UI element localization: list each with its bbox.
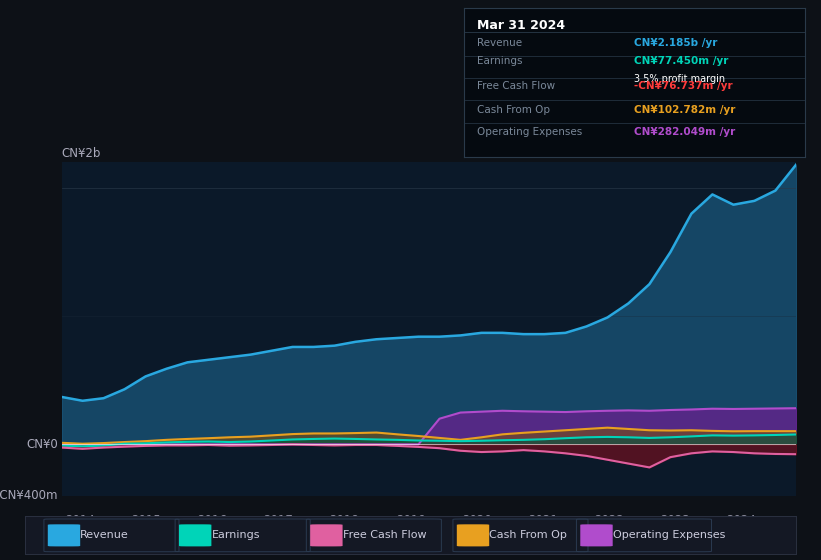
Text: 2023: 2023 [660,514,690,527]
Text: Operating Expenses: Operating Expenses [612,530,725,540]
Text: 2020: 2020 [462,514,492,527]
Text: -CN¥76.737m /yr: -CN¥76.737m /yr [635,81,733,91]
Text: CN¥102.782m /yr: CN¥102.782m /yr [635,105,736,115]
FancyBboxPatch shape [580,524,612,547]
FancyBboxPatch shape [310,524,342,547]
Text: Free Cash Flow: Free Cash Flow [478,81,556,91]
Text: 2018: 2018 [329,514,360,527]
FancyBboxPatch shape [456,524,489,547]
Text: Mar 31 2024: Mar 31 2024 [478,19,566,32]
Text: 2017: 2017 [264,514,293,527]
Text: 2024: 2024 [727,514,756,527]
Text: CN¥0: CN¥0 [26,438,58,451]
Text: 2015: 2015 [131,514,161,527]
FancyBboxPatch shape [48,524,80,547]
Text: 2019: 2019 [396,514,425,527]
Text: 3.5% profit margin: 3.5% profit margin [635,74,725,84]
Text: CN¥2b: CN¥2b [62,147,101,160]
Text: 2021: 2021 [528,514,557,527]
Text: Free Cash Flow: Free Cash Flow [342,530,426,540]
Text: Cash From Op: Cash From Op [478,105,551,115]
Text: Operating Expenses: Operating Expenses [478,127,583,137]
Text: CN¥282.049m /yr: CN¥282.049m /yr [635,127,736,137]
Text: CN¥2.185b /yr: CN¥2.185b /yr [635,38,718,48]
Text: CN¥77.450m /yr: CN¥77.450m /yr [635,56,728,66]
Text: Revenue: Revenue [478,38,523,48]
Text: 2014: 2014 [65,514,95,527]
Text: 2016: 2016 [197,514,227,527]
Text: Revenue: Revenue [80,530,129,540]
Text: Earnings: Earnings [478,56,523,66]
Text: Earnings: Earnings [211,530,260,540]
Text: -CN¥400m: -CN¥400m [0,489,58,502]
Text: 2022: 2022 [594,514,624,527]
Text: Cash From Op: Cash From Op [489,530,567,540]
FancyBboxPatch shape [179,524,211,547]
